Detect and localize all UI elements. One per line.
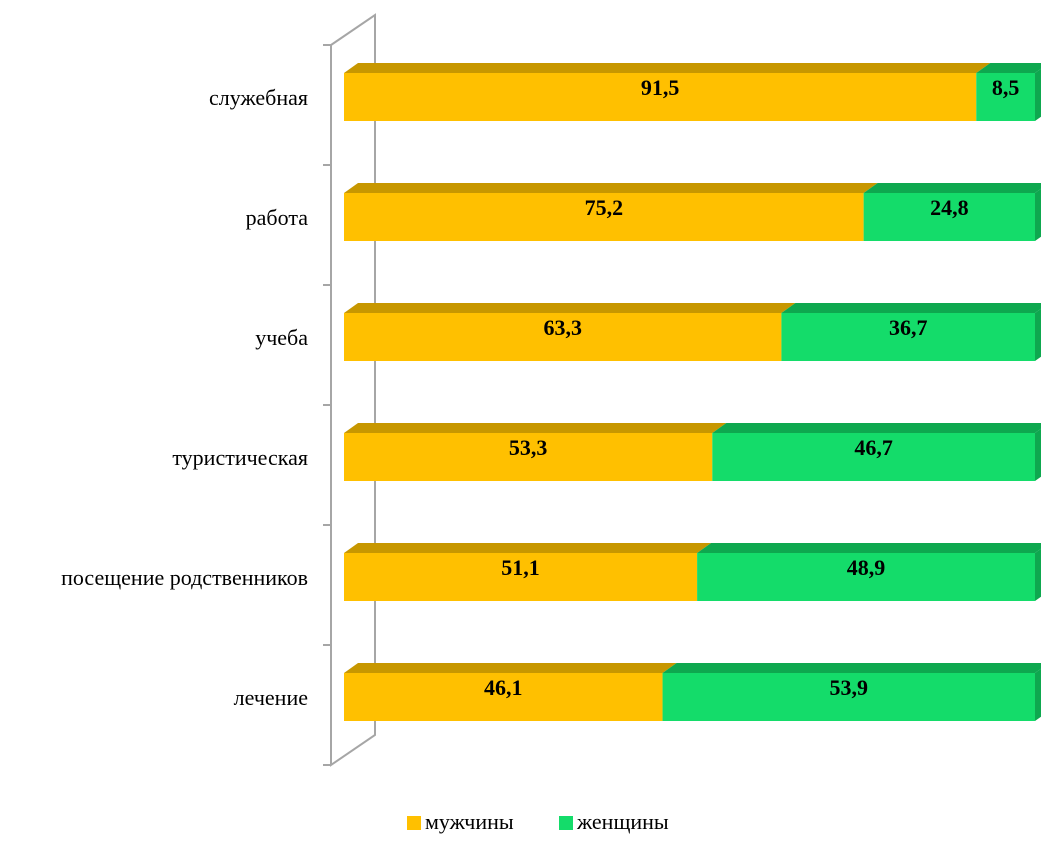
bar-top-face (344, 543, 712, 553)
bar-segment (344, 553, 698, 601)
bar-segment (662, 673, 1035, 721)
legend-label: женщины (576, 809, 669, 834)
data-label: 53,3 (509, 435, 548, 460)
bar-top-face (662, 663, 1041, 673)
axis-wall (330, 13, 376, 767)
category-label: служебная (209, 85, 308, 110)
bar-segment (344, 193, 864, 241)
bar-segment (697, 553, 1035, 601)
data-label: 48,9 (847, 555, 886, 580)
data-label: 46,7 (854, 435, 893, 460)
legend: мужчины женщины (407, 809, 669, 834)
category-label: работа (246, 205, 309, 230)
bar-segment (712, 433, 1035, 481)
category-label: посещение родственников (61, 565, 308, 590)
legend-swatch (407, 816, 421, 830)
bar-segment (781, 313, 1035, 361)
data-label: 53,9 (830, 675, 869, 700)
bars-layer (344, 63, 1041, 721)
data-label: 75,2 (585, 195, 624, 220)
bar-side-face (1035, 188, 1041, 241)
bar-side-face (1035, 308, 1041, 361)
bar-top-face (344, 303, 796, 313)
bar-side-face (1035, 668, 1041, 721)
legend-swatch (559, 816, 573, 830)
bar-top-face (781, 303, 1041, 313)
bar-segment (344, 313, 782, 361)
bar-top-face (712, 423, 1041, 433)
bar-top-face (344, 183, 878, 193)
axis-layer (323, 13, 376, 767)
bar-top-face (344, 423, 727, 433)
bar-top-face (344, 663, 677, 673)
bar-segment (344, 433, 713, 481)
bar-segment (976, 73, 1035, 121)
bar-segment (344, 73, 977, 121)
data-label: 63,3 (543, 315, 582, 340)
category-label: учеба (255, 325, 308, 350)
data-label: 36,7 (889, 315, 928, 340)
labels-layer: служебная работа учеба туристическая посещен… (61, 75, 1019, 710)
category-label: лечение (234, 685, 308, 710)
bar-side-face (1035, 68, 1041, 121)
data-label: 24,8 (930, 195, 969, 220)
bar-segment (863, 193, 1035, 241)
bar-top-face (863, 183, 1041, 193)
legend-label: мужчины (425, 809, 514, 834)
data-label: 46,1 (484, 675, 523, 700)
data-label: 8,5 (992, 75, 1020, 100)
bar-top-face (697, 543, 1041, 553)
bar-segment (344, 673, 663, 721)
data-label: 51,1 (501, 555, 540, 580)
bar-top-face (344, 63, 991, 73)
category-label: туристическая (172, 445, 308, 470)
data-label: 91,5 (641, 75, 680, 100)
bar-side-face (1035, 428, 1041, 481)
bar-side-face (1035, 548, 1041, 601)
bar-top-face (976, 63, 1041, 73)
